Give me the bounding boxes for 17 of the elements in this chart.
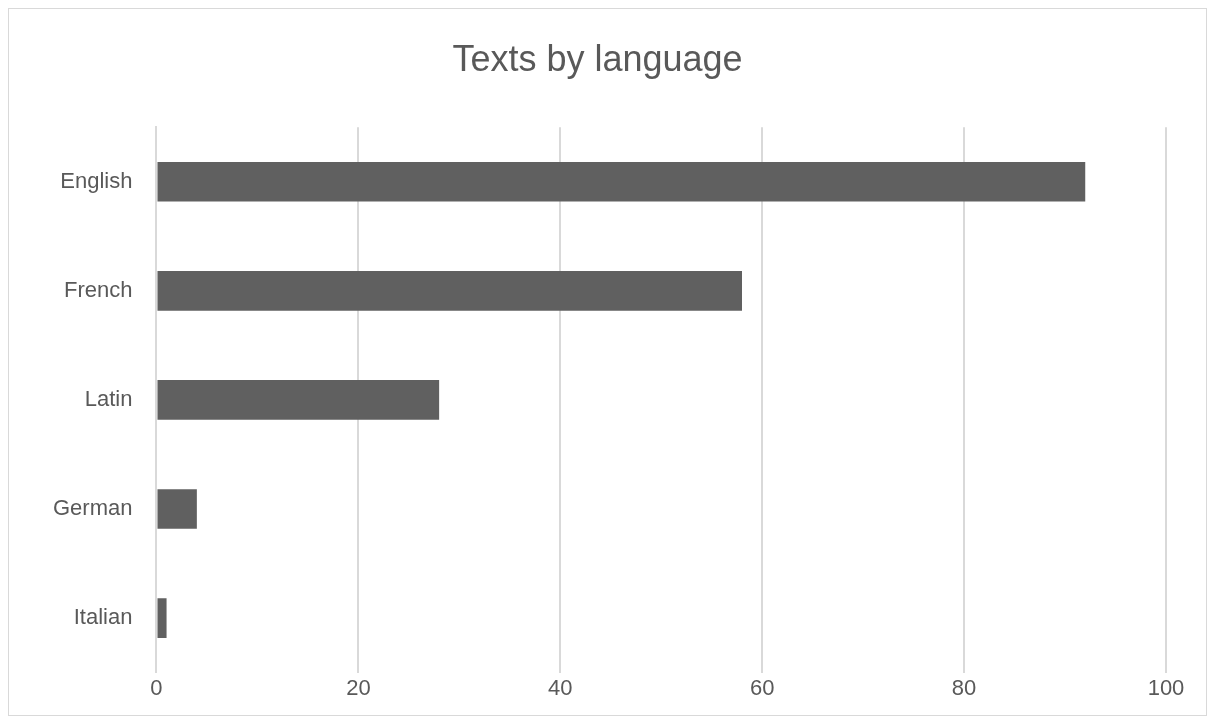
x-tick-label: 20 bbox=[346, 674, 371, 700]
bar bbox=[157, 380, 440, 420]
x-tick-label: 0 bbox=[150, 674, 163, 700]
bar bbox=[157, 161, 1086, 202]
y-tick-label: English bbox=[60, 167, 133, 193]
y-tick-label: German bbox=[52, 495, 133, 521]
x-tick-label: 60 bbox=[749, 674, 775, 700]
x-tick-label: 100 bbox=[1147, 674, 1185, 700]
chart-title: Texts by language bbox=[452, 37, 743, 79]
y-tick-label: Italian bbox=[73, 604, 133, 630]
bar bbox=[157, 270, 742, 311]
y-tick-label: Latin bbox=[84, 385, 133, 411]
bar bbox=[157, 598, 167, 638]
y-tick-label: French bbox=[63, 276, 133, 302]
bar bbox=[157, 489, 197, 529]
x-tick-label: 80 bbox=[951, 674, 977, 700]
x-tick-label: 40 bbox=[548, 674, 573, 700]
